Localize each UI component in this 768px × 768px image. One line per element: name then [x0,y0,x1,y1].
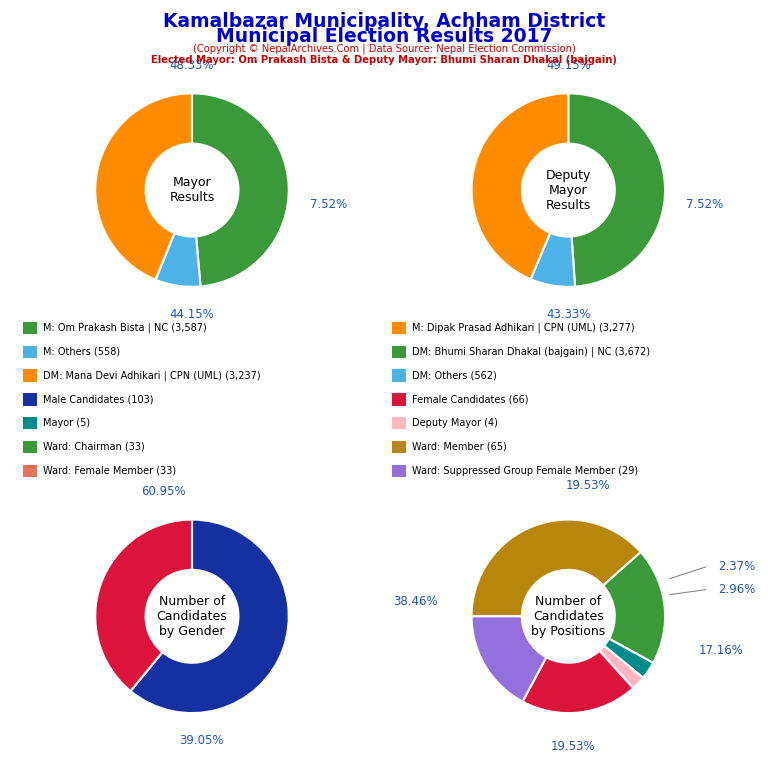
Text: M: Dipak Prasad Adhikari | CPN (UML) (3,277): M: Dipak Prasad Adhikari | CPN (UML) (3,… [412,323,634,333]
Text: 48.33%: 48.33% [170,59,214,72]
Text: 60.95%: 60.95% [141,485,185,498]
Wedge shape [568,94,665,286]
Text: 19.53%: 19.53% [565,479,610,492]
Text: 49.15%: 49.15% [546,59,591,72]
Text: 2.96%: 2.96% [718,583,756,596]
Wedge shape [603,552,665,663]
Wedge shape [522,650,633,713]
Text: 7.52%: 7.52% [310,198,347,211]
Text: Number of
Candidates
by Gender: Number of Candidates by Gender [157,595,227,637]
Text: Female Candidates (66): Female Candidates (66) [412,394,528,405]
Text: Deputy Mayor (4): Deputy Mayor (4) [412,418,498,429]
Wedge shape [192,94,289,286]
Text: 43.33%: 43.33% [546,308,591,321]
Text: Mayor (5): Mayor (5) [43,418,90,429]
Text: Male Candidates (103): Male Candidates (103) [43,394,154,405]
Text: Elected Mayor: Om Prakash Bista & Deputy Mayor: Bhumi Sharan Dhakal (bajgain): Elected Mayor: Om Prakash Bista & Deputy… [151,55,617,65]
Text: Ward: Female Member (33): Ward: Female Member (33) [43,465,176,476]
Text: M: Others (558): M: Others (558) [43,346,120,357]
Text: Mayor
Results: Mayor Results [170,176,214,204]
Text: 19.53%: 19.53% [551,740,595,753]
Text: DM: Bhumi Sharan Dhakal (bajgain) | NC (3,672): DM: Bhumi Sharan Dhakal (bajgain) | NC (… [412,346,650,357]
Text: Municipal Election Results 2017: Municipal Election Results 2017 [216,27,552,46]
Text: DM: Mana Devi Adhikari | CPN (UML) (3,237): DM: Mana Devi Adhikari | CPN (UML) (3,23… [43,370,260,381]
Wedge shape [600,646,643,688]
Text: Deputy
Mayor
Results: Deputy Mayor Results [545,169,591,211]
Wedge shape [604,639,653,677]
Text: 17.16%: 17.16% [699,644,744,657]
Text: M: Om Prakash Bista | NC (3,587): M: Om Prakash Bista | NC (3,587) [43,323,207,333]
Text: 44.15%: 44.15% [170,308,214,321]
Wedge shape [131,519,289,713]
Wedge shape [531,233,575,286]
Text: (Copyright © NepalArchives.Com | Data Source: Nepal Election Commission): (Copyright © NepalArchives.Com | Data So… [193,43,575,54]
Text: Kamalbazar Municipality, Achham District: Kamalbazar Municipality, Achham District [163,12,605,31]
Wedge shape [95,519,192,691]
Wedge shape [472,94,568,280]
Text: DM: Others (562): DM: Others (562) [412,370,496,381]
Text: 38.46%: 38.46% [393,595,438,608]
Text: Ward: Chairman (33): Ward: Chairman (33) [43,442,144,452]
Text: 7.52%: 7.52% [687,198,723,211]
Wedge shape [472,520,641,617]
Text: Number of
Candidates
by Positions: Number of Candidates by Positions [531,595,605,637]
Wedge shape [156,233,200,287]
Wedge shape [95,94,192,280]
Text: Ward: Member (65): Ward: Member (65) [412,442,506,452]
Text: Ward: Suppressed Group Female Member (29): Ward: Suppressed Group Female Member (29… [412,465,637,476]
Text: 2.37%: 2.37% [718,560,756,572]
Text: 39.05%: 39.05% [180,734,224,747]
Wedge shape [472,616,546,702]
